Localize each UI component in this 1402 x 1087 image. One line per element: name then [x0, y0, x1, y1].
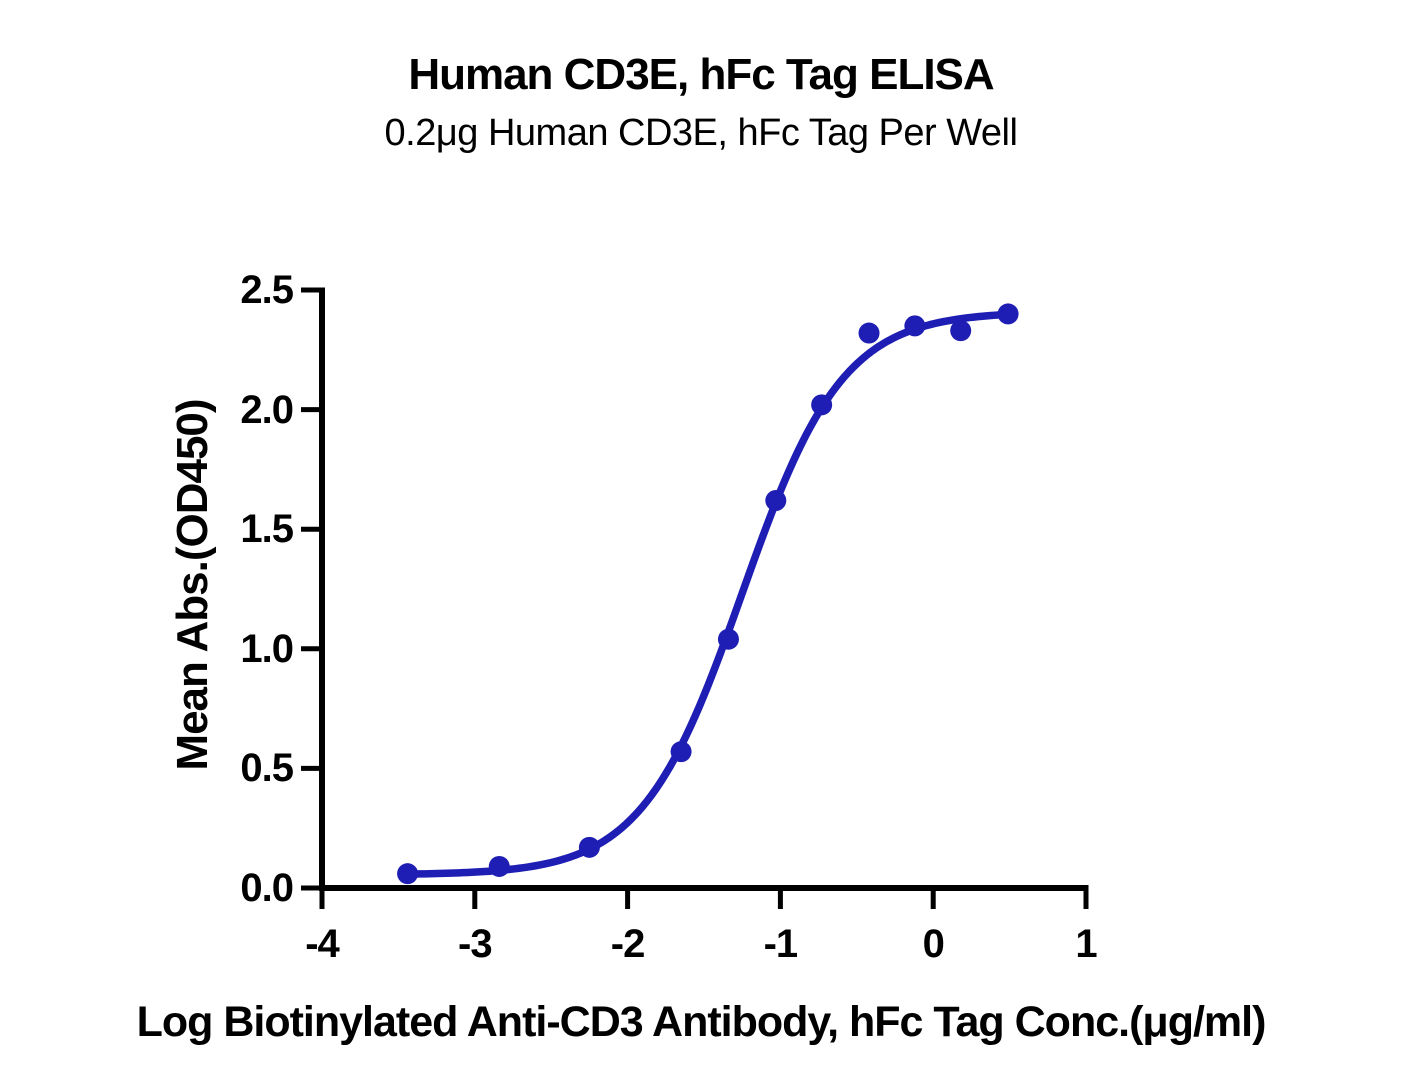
data-point	[397, 863, 419, 885]
y-tick-label: 2.0	[240, 387, 294, 432]
y-axis-label: Mean Abs.(OD450)	[168, 399, 217, 771]
y-tick-label: 0.0	[240, 866, 294, 910]
y-tick-label: 0.5	[240, 746, 294, 791]
data-point	[670, 741, 692, 763]
data-point	[717, 628, 739, 650]
data-point	[904, 315, 926, 337]
chart-title: Human CD3E, hFc Tag ELISA	[408, 50, 994, 99]
data-point	[811, 394, 833, 416]
x-tick-label: -2	[610, 922, 646, 966]
data-point	[858, 322, 880, 344]
x-tick-label: -1	[763, 922, 799, 966]
data-point	[950, 320, 972, 342]
y-tick-label: 1.0	[240, 626, 294, 671]
data-point	[765, 489, 787, 511]
axis-spine	[319, 287, 1089, 891]
chart-subtitle: 0.2μg Human CD3E, hFc Tag Per Well	[384, 112, 1018, 154]
data-point	[488, 855, 510, 877]
x-tick-label: 1	[1075, 922, 1097, 966]
x-tick-label: -4	[305, 922, 340, 966]
data-point	[997, 303, 1019, 325]
y-tick-label: 2.5	[240, 268, 294, 312]
x-tick-label: 0	[922, 922, 945, 966]
fit-curve	[403, 310, 1012, 878]
y-tick-label: 1.5	[240, 507, 294, 552]
x-tick-label: -3	[458, 922, 493, 966]
data-point	[578, 836, 600, 858]
x-axis-label: Log Biotinylated Anti-CD3 Antibody, hFc …	[136, 998, 1267, 1046]
